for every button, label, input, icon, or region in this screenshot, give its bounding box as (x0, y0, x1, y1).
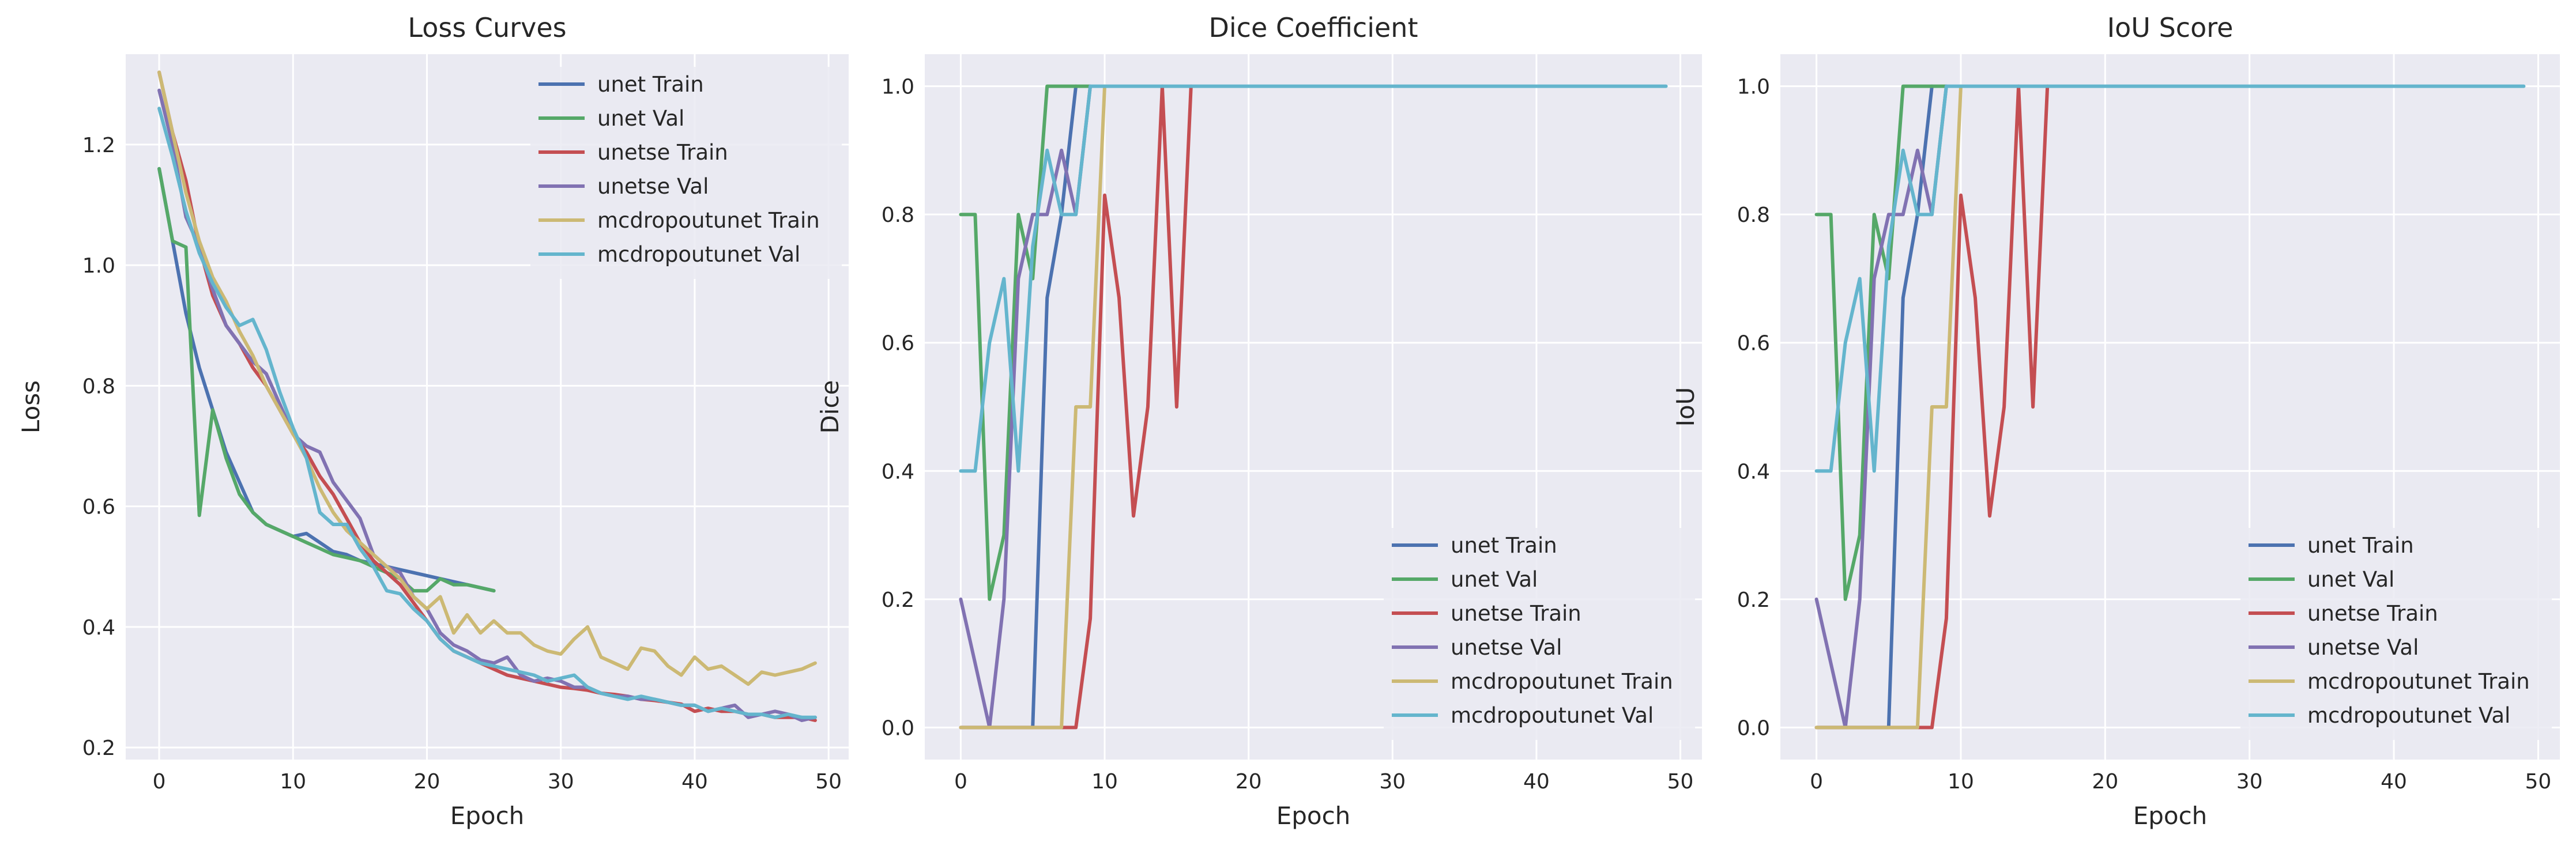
y-tick-label: 0.2 (82, 737, 115, 760)
x-tick-label: 10 (1948, 770, 1974, 794)
y-tick-label: 0.2 (882, 588, 914, 612)
x-axis-label: Epoch (450, 802, 525, 830)
y-axis-label: Dice (816, 380, 844, 434)
y-tick-label: 0.0 (882, 716, 914, 740)
legend-label-unetse-val: unetse Val (1451, 635, 1562, 660)
x-tick-label: 30 (1379, 770, 1406, 794)
x-tick-label: 40 (2381, 770, 2407, 794)
x-tick-label: 20 (414, 770, 440, 794)
y-tick-label: 1.0 (882, 75, 914, 99)
legend-label-unetse-train: unetse Train (597, 140, 728, 165)
x-tick-label: 0 (954, 770, 967, 794)
legend-box (530, 67, 842, 279)
legend-label-unet-train: unet Train (597, 72, 704, 97)
x-tick-label: 20 (2092, 770, 2118, 794)
x-tick-label: 50 (2525, 770, 2552, 794)
chart-title: Dice Coefficient (1208, 12, 1418, 43)
legend-label-unet-train: unet Train (2307, 533, 2414, 558)
y-tick-label: 0.6 (82, 496, 115, 519)
legend-label-unetse-train: unetse Train (1451, 601, 1581, 626)
y-tick-label: 0.4 (82, 616, 115, 640)
legend-label-mcdropoutunet-train: mcdropoutunet Train (1451, 669, 1673, 694)
x-tick-label: 30 (2236, 770, 2263, 794)
x-tick-label: 10 (1091, 770, 1118, 794)
chart-title: Loss Curves (408, 12, 566, 43)
series-line-unet-val (157, 167, 496, 593)
legend-label-unetse-train: unetse Train (2307, 601, 2438, 626)
y-tick-label: 0.6 (882, 332, 914, 356)
y-axis-label: IoU (1671, 387, 1700, 427)
legend-label-unetse-val: unetse Val (597, 174, 709, 199)
x-tick-label: 50 (1667, 770, 1694, 794)
series-line-mcdropoutunet-train (1814, 84, 1963, 730)
x-tick-label: 0 (1810, 770, 1823, 794)
chart-title: IoU Score (2107, 12, 2234, 43)
x-tick-label: 40 (681, 770, 708, 794)
y-tick-label: 0.8 (882, 203, 914, 227)
legend-label-mcdropoutunet-val: mcdropoutunet Val (597, 242, 800, 267)
x-tick-label: 50 (815, 770, 842, 794)
x-tick-label: 0 (153, 770, 166, 794)
series-line-mcdropoutunet-train (959, 84, 1106, 730)
legend-label-unet-train: unet Train (1451, 533, 1557, 558)
y-tick-label: 0.4 (882, 460, 914, 484)
legend-label-unetse-val: unetse Val (2307, 635, 2419, 660)
series-line-mcdropoutunet-val (157, 107, 817, 719)
x-tick-label: 40 (1523, 770, 1550, 794)
y-tick-label: 1.2 (82, 134, 115, 157)
legend-label-unet-val: unet Val (597, 106, 684, 131)
series-lines (157, 70, 817, 722)
legend-label-mcdropoutunet-val: mcdropoutunet Val (2307, 703, 2510, 728)
x-axis-label: Epoch (1276, 802, 1351, 830)
y-tick-label: 0.8 (1737, 203, 1770, 227)
x-axis-label: Epoch (2133, 802, 2208, 830)
series-lines (1814, 84, 2526, 730)
legend: unet Train unet Val unetse Train unetse Val… (2240, 528, 2552, 740)
y-axis-label: Loss (17, 380, 45, 433)
legend-label-mcdropoutunet-train: mcdropoutunet Train (2307, 669, 2530, 694)
series-line-mcdropoutunet-val (959, 84, 1668, 473)
series-line-unetse-val (1814, 84, 1948, 730)
y-tick-label: 0.8 (82, 375, 115, 398)
y-tick-label: 0.0 (1737, 716, 1770, 740)
legend: unet Train unet Val unetse Train unetse Val… (1384, 528, 1695, 740)
y-tick-label: 0.2 (1737, 588, 1770, 612)
legend-label-mcdropoutunet-val: mcdropoutunet Val (1451, 703, 1654, 728)
subplot-iou-score: 0 10 20 30 40 50 0.0 0.2 0.4 0.6 0.8 1.0 IoU Score Ep… (1671, 12, 2560, 830)
legend: unet Train unet Val unetse Train unetse Val… (530, 67, 842, 279)
legend-label-mcdropoutunet-train: mcdropoutunet Train (597, 208, 820, 233)
y-tick-label: 1.0 (1737, 75, 1770, 99)
y-tick-label: 0.4 (1737, 460, 1770, 484)
x-tick-label: 20 (1236, 770, 1262, 794)
x-tick-label: 30 (548, 770, 574, 794)
y-tick-label: 0.6 (1737, 332, 1770, 356)
x-tick-label: 10 (280, 770, 306, 794)
series-lines (959, 84, 1668, 730)
legend-label-unet-val: unet Val (2307, 567, 2394, 592)
legend-box (2240, 528, 2552, 740)
series-line-unetse-val (959, 84, 1093, 730)
y-tick-label: 1.0 (82, 254, 115, 278)
legend-box (1384, 528, 1695, 740)
legend-label-unet-val: unet Val (1451, 567, 1538, 592)
series-line-mcdropoutunet-val (1814, 84, 2526, 473)
subplot-loss-curves: 0 10 20 30 40 50 0.2 0.4 0.6 0.8 1.0 1.2 Loss Curves… (17, 12, 849, 830)
subplot-dice-coefficient: 0 10 20 30 40 50 0.0 0.2 0.4 0.6 0.8 1.0 Dice Coeffi… (816, 12, 1702, 830)
series-line-mcdropoutunet-train (157, 70, 817, 686)
